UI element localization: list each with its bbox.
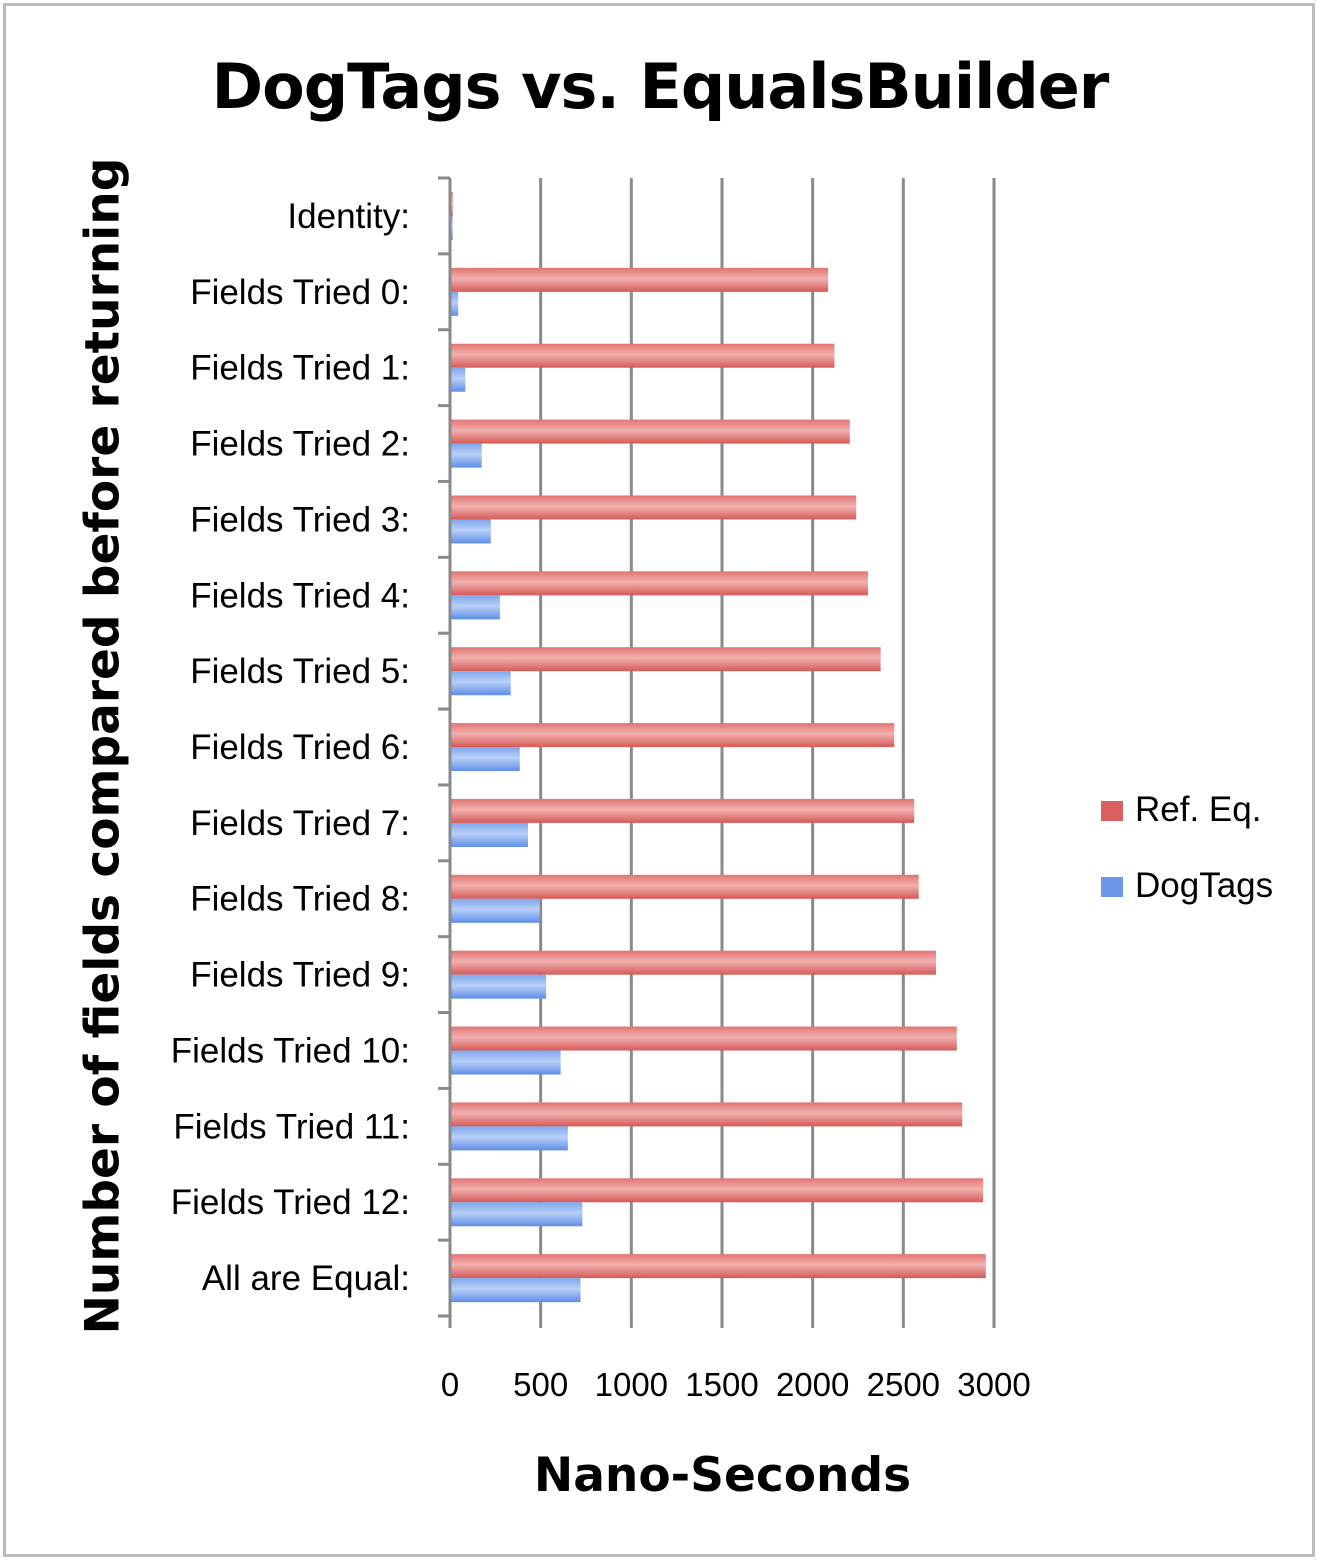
bar-dogtags	[450, 595, 500, 620]
legend-label-ref-eq: Ref. Eq.	[1135, 790, 1262, 829]
bars	[450, 192, 986, 1303]
bar-ref-eq	[450, 343, 835, 368]
x-tick-label: 2500	[867, 1366, 940, 1403]
bar-ref-eq	[450, 1178, 984, 1203]
bar-ref-eq	[450, 874, 919, 899]
bar-dogtags	[450, 1202, 583, 1227]
category-label: Fields Tried 6:	[190, 728, 410, 767]
category-label: Fields Tried 4:	[190, 576, 410, 615]
bar-dogtags	[450, 671, 511, 696]
x-tick-label: 0	[441, 1366, 459, 1403]
bar-ref-eq	[450, 950, 936, 975]
category-label: Fields Tried 0:	[190, 273, 410, 312]
bar-dogtags	[450, 898, 540, 923]
bar-dogtags	[450, 974, 547, 999]
category-label: Fields Tried 5:	[190, 652, 410, 691]
bar-ref-eq	[450, 798, 915, 823]
chart-frame	[3, 3, 1315, 1557]
bar-ref-eq	[450, 419, 850, 444]
x-tick-label: 2000	[776, 1366, 849, 1403]
bar-ref-eq	[450, 1254, 986, 1279]
legend-swatch-ref-eq	[1101, 801, 1123, 821]
category-label: Fields Tried 11:	[173, 1107, 410, 1146]
x-tick-label: 1000	[595, 1366, 668, 1403]
bar-dogtags	[450, 1126, 568, 1151]
category-label: Identity:	[287, 197, 410, 236]
bar-ref-eq	[450, 723, 895, 748]
category-label: Fields Tried 2:	[190, 425, 410, 464]
category-label: Fields Tried 12:	[171, 1183, 410, 1222]
legend-label-dogtags: DogTags	[1135, 866, 1274, 905]
x-tick-label: 3000	[957, 1366, 1030, 1403]
bar-dogtags	[450, 822, 528, 847]
bar-ref-eq	[450, 1102, 963, 1127]
bar-dogtags	[450, 443, 482, 468]
category-label: Fields Tried 9:	[190, 956, 410, 995]
category-label: Fields Tried 10:	[171, 1031, 410, 1070]
bar-ref-eq	[450, 495, 857, 520]
axes	[438, 176, 996, 1328]
bar-dogtags	[450, 291, 459, 316]
chart-title: DogTags vs. EqualsBuilder	[211, 50, 1110, 123]
category-label: All are Equal:	[202, 1259, 410, 1298]
bar-ref-eq	[450, 571, 868, 596]
legend-swatch-dogtags	[1101, 877, 1123, 897]
bar-dogtags	[450, 1278, 581, 1303]
x-tick-label: 1500	[685, 1366, 758, 1403]
x-axis-label: Nano-Seconds	[533, 1448, 912, 1503]
category-label: Fields Tried 1:	[190, 349, 410, 388]
category-label: Fields Tried 3:	[190, 500, 410, 539]
category-label: Fields Tried 7:	[190, 804, 410, 843]
bar-dogtags	[450, 519, 491, 544]
axis-tick-labels: 0 500 1000 1500 2000 2500 3000 Identity: Fields …	[171, 197, 1031, 1403]
category-label: Fields Tried 8:	[190, 880, 410, 919]
bar-ref-eq	[450, 267, 829, 292]
bar-dogtags	[450, 367, 466, 392]
bar-ref-eq	[450, 1026, 957, 1051]
bar-dogtags	[450, 747, 520, 772]
x-tick-label: 500	[513, 1366, 568, 1403]
bar-ref-eq	[450, 647, 881, 672]
bar-dogtags	[450, 1050, 561, 1075]
